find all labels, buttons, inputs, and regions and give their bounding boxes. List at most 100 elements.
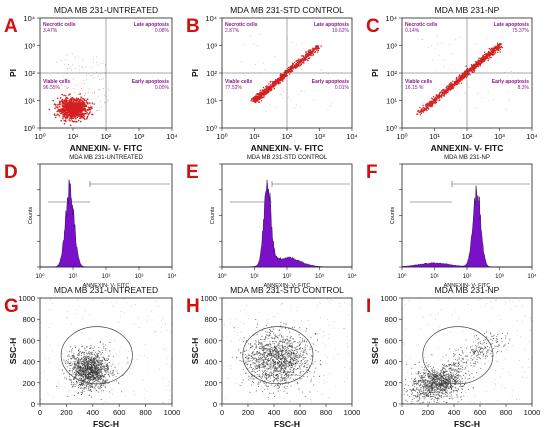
data-point <box>242 379 244 381</box>
data-point <box>288 375 290 377</box>
data-point <box>306 58 308 61</box>
data-point <box>126 363 127 364</box>
data-point <box>76 108 78 110</box>
data-point <box>135 395 137 397</box>
data-point <box>487 59 489 62</box>
data-point <box>118 364 120 365</box>
data-point <box>104 373 107 376</box>
panel-letter: F <box>366 162 378 183</box>
data-point <box>79 111 82 114</box>
quadrant-name: Viable cells <box>43 79 70 85</box>
data-point <box>300 90 302 92</box>
data-point <box>260 97 262 100</box>
x-tick-label: 10³ <box>494 132 505 141</box>
data-point <box>270 84 272 86</box>
data-point <box>67 86 69 88</box>
data-point <box>74 113 77 116</box>
data-point <box>102 379 104 381</box>
data-point <box>108 372 110 374</box>
data-point <box>102 302 104 304</box>
data-point <box>68 64 69 65</box>
data-point <box>54 104 57 106</box>
data-point <box>249 391 251 393</box>
data-point <box>482 55 485 57</box>
plot-frame <box>401 163 533 268</box>
data-point <box>63 120 65 122</box>
data-point <box>48 394 50 396</box>
data-point <box>65 98 67 100</box>
data-point <box>40 372 42 374</box>
data-point <box>96 367 98 369</box>
data-point <box>301 59 303 62</box>
data-point <box>86 346 88 348</box>
data-point <box>422 104 424 107</box>
data-point <box>170 331 172 332</box>
data-point <box>67 360 69 363</box>
data-point <box>58 109 60 112</box>
data-point <box>83 387 85 389</box>
data-point <box>468 87 470 88</box>
data-point <box>443 66 444 68</box>
data-point <box>91 352 93 354</box>
data-point <box>280 335 283 337</box>
data-point <box>311 355 313 357</box>
data-point <box>73 101 75 103</box>
data-point <box>56 114 58 116</box>
data-point <box>449 91 450 93</box>
data-point <box>91 375 93 377</box>
data-point <box>130 344 132 345</box>
data-point <box>441 96 443 99</box>
data-point <box>67 78 68 80</box>
data-point <box>100 363 103 366</box>
x-tick-label: 400 <box>87 408 100 417</box>
data-point <box>62 76 64 78</box>
data-point <box>269 366 272 368</box>
data-point <box>103 365 105 367</box>
data-point <box>71 53 73 55</box>
data-point <box>89 376 91 378</box>
y-tick-label: 10¹ <box>386 97 397 106</box>
data-point <box>267 388 269 390</box>
y-tick-label: 400 <box>22 358 35 367</box>
data-point <box>100 371 102 373</box>
data-point <box>279 74 281 76</box>
data-point <box>112 369 114 372</box>
data-point <box>293 66 296 69</box>
data-point <box>266 368 268 370</box>
data-point <box>93 380 96 383</box>
data-point <box>67 355 69 357</box>
data-point <box>86 113 87 114</box>
data-point <box>416 113 418 115</box>
data-point <box>276 78 279 80</box>
quadrant-name: Early apoptosis <box>132 79 169 85</box>
data-point <box>81 384 83 386</box>
data-point <box>68 378 70 380</box>
data-point <box>62 99 64 101</box>
data-point <box>103 347 105 349</box>
data-point <box>168 381 169 382</box>
data-point <box>97 357 99 359</box>
data-point <box>278 77 280 80</box>
data-point <box>81 387 83 390</box>
data-point <box>84 309 86 310</box>
data-point <box>307 53 309 55</box>
data-point <box>83 378 85 380</box>
data-point <box>90 354 92 356</box>
data-point <box>76 113 78 116</box>
data-point <box>100 386 102 389</box>
data-point <box>257 101 260 103</box>
panel-letter: D <box>4 162 18 183</box>
data-point <box>282 336 284 338</box>
data-marks <box>416 36 512 116</box>
data-point <box>137 317 139 319</box>
data-point <box>489 48 492 50</box>
data-point <box>151 310 152 312</box>
data-point <box>88 367 90 369</box>
data-point <box>95 369 97 371</box>
data-point <box>102 366 104 368</box>
data-point <box>63 122 66 125</box>
data-point <box>79 370 81 372</box>
data-point <box>89 363 92 366</box>
data-point <box>99 341 101 343</box>
y-tick-label: 10³ <box>206 42 217 51</box>
